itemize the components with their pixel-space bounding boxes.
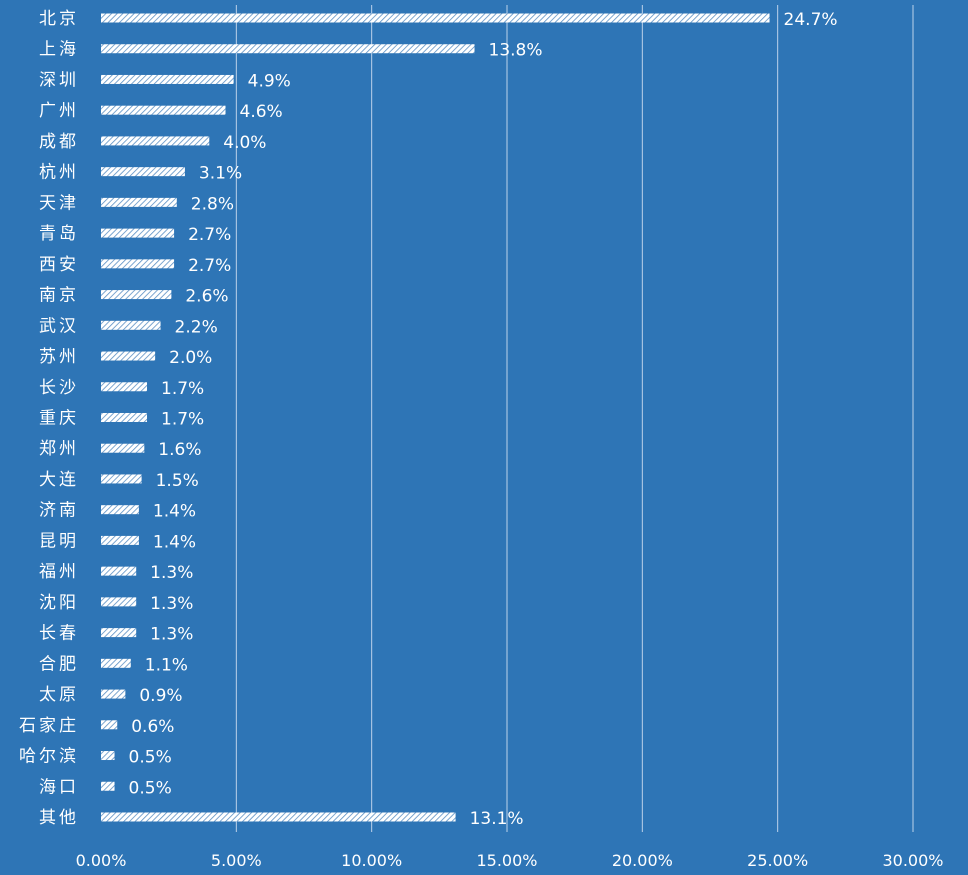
value-label: 4.9% [248, 71, 291, 91]
bar [101, 505, 139, 515]
bar [101, 290, 172, 300]
category-label: 重庆 [39, 408, 79, 428]
category-label: 福州 [39, 562, 79, 582]
bar [101, 443, 145, 453]
category-label: 苏州 [39, 347, 79, 367]
x-tick-label: 30.00% [882, 851, 943, 870]
value-labels: 24.7% 13.8% 4.9% 4.6% 4.0% 3.1% 2.8% 2.7% 2.7% 2.… [129, 10, 838, 829]
bar [101, 812, 456, 822]
category-label: 郑州 [39, 439, 79, 459]
bar [101, 228, 175, 238]
bar [101, 689, 126, 699]
category-label: 上海 [39, 40, 79, 60]
category-label: 西安 [39, 255, 79, 275]
value-label: 1.3% [150, 594, 193, 614]
value-label: 1.7% [161, 409, 204, 429]
bar [101, 628, 137, 638]
value-label: 2.7% [188, 225, 231, 245]
category-label: 成都 [39, 132, 79, 152]
category-labels: 北京上海深圳广州成都杭州天津青岛西安南京武汉苏州长沙重庆郑州大连济南昆明福州沈阳… [19, 9, 79, 828]
category-label: 哈尔滨 [19, 747, 79, 767]
bar [101, 412, 148, 422]
value-label: 1.5% [156, 471, 199, 491]
bar [101, 720, 118, 730]
category-label: 长沙 [39, 378, 79, 398]
bar [101, 74, 234, 84]
x-tick-label: 20.00% [612, 851, 673, 870]
value-label: 2.6% [185, 287, 228, 307]
bar [101, 566, 137, 576]
value-label: 0.5% [129, 748, 172, 768]
value-label: 3.1% [199, 164, 242, 184]
category-label: 海口 [39, 777, 79, 797]
bar [101, 13, 770, 23]
value-label: 2.2% [175, 317, 218, 337]
x-tick-label: 5.00% [211, 851, 262, 870]
bar [101, 474, 142, 484]
value-label: 1.6% [158, 440, 201, 460]
value-label: 2.0% [169, 348, 212, 368]
category-label: 深圳 [39, 70, 79, 90]
category-label: 广州 [39, 101, 79, 121]
category-label: 武汉 [39, 316, 79, 336]
bar [101, 259, 175, 269]
value-label: 13.8% [489, 41, 543, 61]
category-label: 杭州 [39, 163, 79, 183]
bar [101, 320, 161, 330]
value-label: 1.3% [150, 625, 193, 645]
value-label: 2.8% [191, 194, 234, 214]
value-label: 0.6% [131, 717, 174, 737]
bar [101, 751, 115, 761]
value-label: 1.4% [153, 532, 196, 552]
value-label: 1.1% [145, 655, 188, 675]
category-label: 太原 [39, 685, 79, 705]
x-tick-label: 15.00% [476, 851, 537, 870]
category-label: 昆明 [39, 531, 79, 551]
category-label: 其他 [39, 808, 79, 828]
category-label: 南京 [39, 286, 79, 306]
value-label: 1.4% [153, 502, 196, 522]
bar [101, 136, 210, 146]
category-label: 石家庄 [19, 716, 79, 736]
value-label: 24.7% [784, 10, 838, 30]
category-label: 青岛 [39, 224, 79, 244]
bar [101, 382, 148, 392]
category-label: 沈阳 [39, 593, 79, 613]
value-label: 4.0% [223, 133, 266, 153]
bar [101, 105, 226, 115]
value-label: 4.6% [240, 102, 283, 122]
value-label: 1.3% [150, 563, 193, 583]
bar [101, 44, 475, 54]
x-axis-tick-labels: 0.00% 5.00% 10.00% 15.00% 20.00% 25.00% 30.00% [76, 851, 944, 870]
bar [101, 351, 156, 361]
value-label: 13.1% [470, 809, 524, 829]
category-label: 合肥 [39, 654, 79, 674]
x-tick-label: 10.00% [341, 851, 402, 870]
bar [101, 197, 177, 207]
value-label: 0.5% [129, 778, 172, 798]
value-label: 0.9% [139, 686, 182, 706]
x-tick-label: 0.00% [76, 851, 127, 870]
category-label: 北京 [39, 9, 79, 29]
bar [101, 781, 115, 791]
value-label: 1.7% [161, 379, 204, 399]
value-label: 2.7% [188, 256, 231, 276]
x-tick-label: 25.00% [747, 851, 808, 870]
bar [101, 167, 185, 177]
category-label: 大连 [39, 470, 79, 490]
category-label: 天津 [39, 193, 79, 213]
category-label: 长春 [39, 624, 79, 644]
bars [101, 13, 770, 822]
bar [101, 597, 137, 607]
bar [101, 535, 139, 545]
gridlines [235, 5, 914, 832]
category-label: 济南 [39, 501, 79, 521]
bar [101, 658, 131, 668]
